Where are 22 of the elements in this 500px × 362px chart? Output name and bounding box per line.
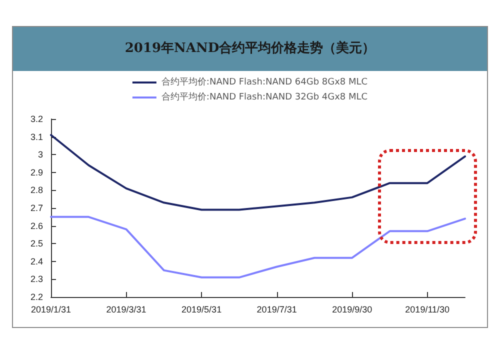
chart-title: 2019年NAND合约平均价格走势（美元） [13,27,487,71]
y-tick-label: 3.1 [30,132,43,142]
y-tick-label: 2.6 [30,220,43,231]
x-tick-label: 2019/9/30 [332,304,372,314]
y-tick-label: 2.2 [30,292,43,302]
x-tick-label: 2019/11/30 [405,304,450,314]
legend-label: 合约平均价:NAND Flash:NAND 32Gb 4Gx8 MLC [161,92,368,102]
y-tick-label: 3.2 [30,114,43,124]
legend-label: 合约平均价:NAND Flash:NAND 64Gb 8Gx8 MLC [161,76,368,88]
y-tick-label: 2.7 [30,203,43,213]
x-tick-label: 2019/1/31 [30,304,72,314]
x-tick-label: 2019/3/31 [106,304,146,314]
y-tick-label: 2.8 [30,185,43,196]
line-series [50,134,466,211]
y-tick-label: 3 [38,150,43,160]
x-tick-label: 2019/5/31 [182,304,222,314]
y-tick-label: 2.5 [30,238,43,249]
y-tick-label: 2.9 [30,167,43,178]
y-tick-label: 2.3 [30,274,43,284]
line-series [50,216,466,278]
y-tick-label: 2.4 [30,256,43,266]
x-tick-label: 2019/7/31 [256,304,297,314]
